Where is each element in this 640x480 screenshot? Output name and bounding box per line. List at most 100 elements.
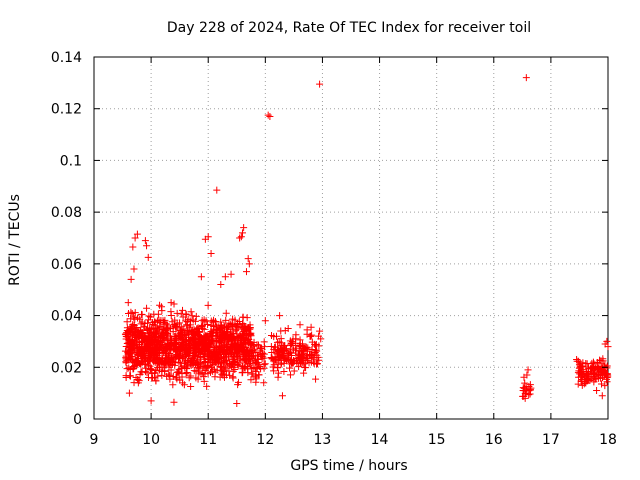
data-point xyxy=(194,324,202,332)
data-point xyxy=(155,337,163,345)
data-point xyxy=(219,370,227,378)
data-point xyxy=(123,326,131,334)
y-axis-ticks: 0 0.02 0.04 0.06 0.08 0.1 0.12 0.14 xyxy=(51,50,608,428)
data-point xyxy=(137,368,145,376)
data-point xyxy=(199,369,207,377)
data-point xyxy=(256,345,264,353)
data-point xyxy=(282,345,290,353)
data-point xyxy=(312,342,320,350)
data-point xyxy=(264,111,272,119)
chart-title: Day 228 of 2024, Rate Of TEC Index for r… xyxy=(167,20,531,36)
data-point xyxy=(290,367,298,375)
data-point xyxy=(578,381,586,389)
data-point xyxy=(287,348,295,356)
data-point xyxy=(127,325,135,333)
data-point xyxy=(289,359,297,367)
data-point xyxy=(603,364,611,372)
data-point xyxy=(242,268,250,276)
data-point xyxy=(239,330,247,338)
data-point xyxy=(147,397,155,405)
data-point xyxy=(180,359,188,367)
data-point xyxy=(149,321,157,329)
data-point xyxy=(129,365,137,373)
data-point xyxy=(165,370,173,378)
data-point xyxy=(241,326,249,334)
data-point xyxy=(203,382,211,390)
data-point xyxy=(207,336,215,344)
data-point xyxy=(173,352,181,360)
data-point xyxy=(287,355,295,363)
data-point xyxy=(228,348,236,356)
data-point xyxy=(292,331,300,339)
data-point xyxy=(138,328,146,336)
data-point xyxy=(122,359,130,367)
data-point xyxy=(222,344,230,352)
data-point xyxy=(150,357,158,365)
data-point xyxy=(237,334,245,342)
data-point xyxy=(235,359,243,367)
data-point xyxy=(247,376,255,384)
data-point xyxy=(253,364,261,372)
data-point xyxy=(153,353,161,361)
data-point xyxy=(252,368,260,376)
data-point xyxy=(177,310,185,318)
data-point xyxy=(177,327,185,335)
data-point xyxy=(593,387,601,395)
data-point xyxy=(267,342,275,350)
data-point xyxy=(315,356,323,364)
data-point xyxy=(277,327,285,335)
data-point xyxy=(231,320,239,328)
data-point xyxy=(131,344,139,352)
data-point xyxy=(138,347,146,355)
data-point xyxy=(301,363,309,371)
data-point xyxy=(211,345,219,353)
data-point xyxy=(143,242,151,250)
data-point xyxy=(245,260,253,268)
data-point xyxy=(151,341,159,349)
data-point xyxy=(259,352,267,360)
data-point xyxy=(581,374,589,382)
data-point xyxy=(124,332,132,340)
data-point xyxy=(146,356,154,364)
data-point xyxy=(227,270,235,278)
data-point xyxy=(603,337,611,345)
data-point xyxy=(270,361,278,369)
data-point xyxy=(307,332,315,340)
data-point xyxy=(184,347,192,355)
data-point xyxy=(159,334,167,342)
data-point xyxy=(288,338,296,346)
data-point xyxy=(229,327,237,335)
data-point xyxy=(222,309,230,317)
data-point xyxy=(187,361,195,369)
x-tick-label: 12 xyxy=(256,432,274,448)
data-point xyxy=(184,356,192,364)
data-point xyxy=(246,330,254,338)
data-point xyxy=(316,80,324,88)
data-point xyxy=(297,343,305,351)
data-point xyxy=(145,329,153,337)
data-point xyxy=(597,357,605,365)
data-point xyxy=(219,348,227,356)
data-point xyxy=(310,359,318,367)
data-point xyxy=(207,317,215,325)
data-point xyxy=(163,344,171,352)
data-point xyxy=(144,253,152,261)
y-axis-label: ROTI / TECUs xyxy=(7,194,23,286)
data-point xyxy=(131,355,139,363)
data-point xyxy=(130,265,138,273)
data-point xyxy=(243,362,251,370)
data-point xyxy=(286,364,293,372)
data-point xyxy=(242,354,250,362)
data-point xyxy=(125,389,133,397)
data-point xyxy=(207,250,215,258)
data-point xyxy=(134,375,142,383)
data-point xyxy=(214,332,222,340)
data-point xyxy=(270,367,278,375)
x-tick-label: 10 xyxy=(142,432,160,448)
data-point xyxy=(170,398,178,406)
x-tick-label: 13 xyxy=(314,432,332,448)
data-point xyxy=(239,313,247,321)
data-point xyxy=(229,367,237,375)
data-point xyxy=(171,361,179,369)
